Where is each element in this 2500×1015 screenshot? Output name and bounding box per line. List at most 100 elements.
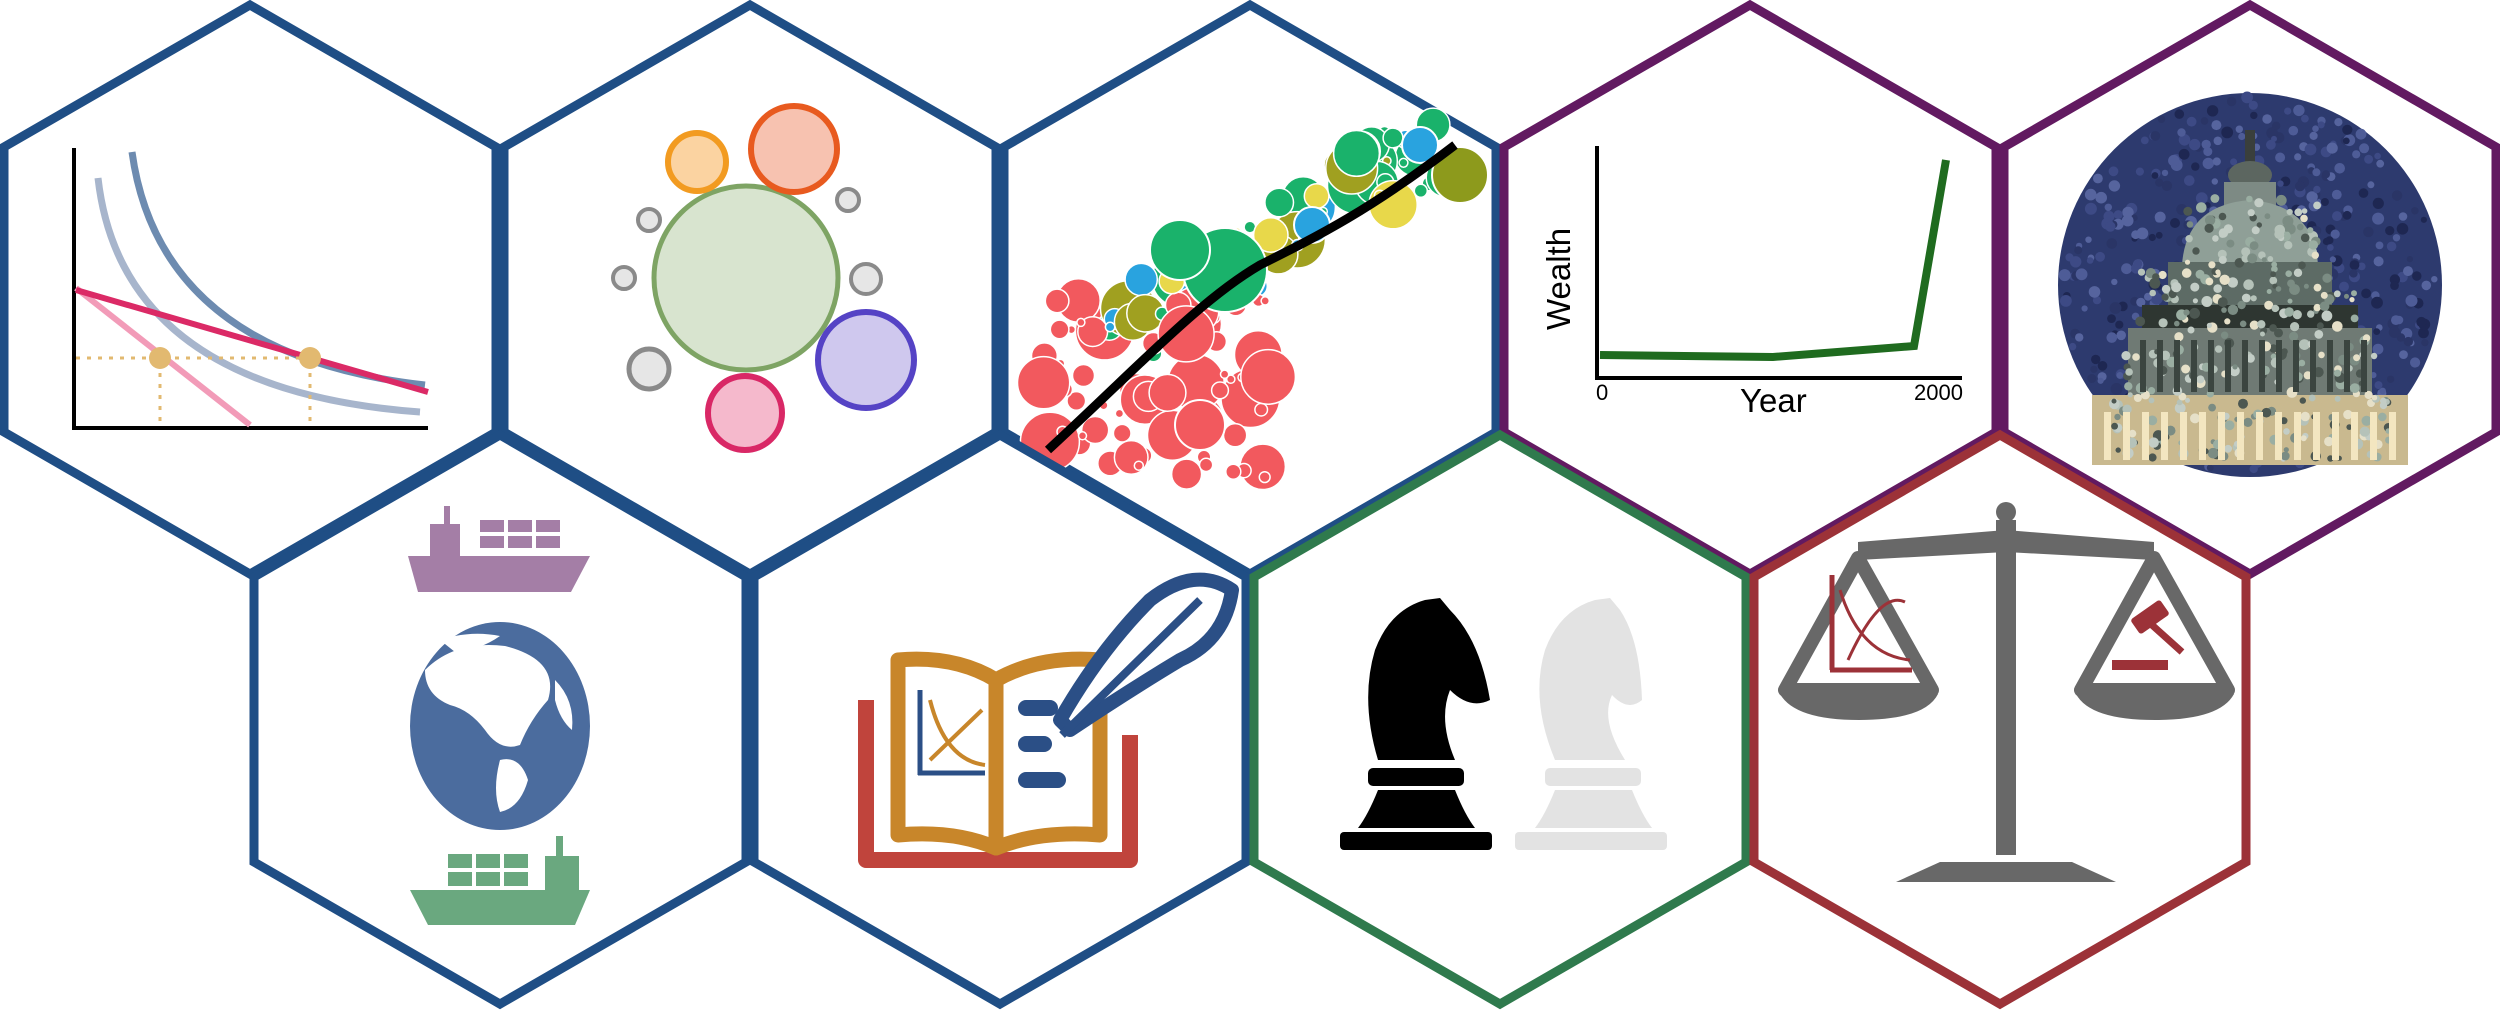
- dome-dot: [2174, 332, 2184, 342]
- scatter-dot: [1303, 183, 1330, 210]
- sky-dot: [2161, 169, 2169, 177]
- sky-dot: [2376, 159, 2385, 168]
- sky-dot: [2122, 206, 2134, 219]
- dome-dot: [2378, 412, 2387, 422]
- dome-dot: [2133, 394, 2142, 402]
- sky-dot: [2148, 233, 2156, 242]
- dome-dot: [2300, 411, 2310, 422]
- sky-dot: [2312, 168, 2321, 177]
- dome-dot: [2314, 330, 2324, 339]
- sky-dot: [2090, 365, 2098, 373]
- dome-dot: [2344, 293, 2349, 299]
- dome-dot: [2264, 213, 2271, 220]
- dome-dot: [2300, 233, 2310, 243]
- sky-dot: [2301, 114, 2309, 123]
- sky-dot: [2161, 180, 2173, 191]
- dome-dot: [2214, 345, 2223, 353]
- dome-dot: [2190, 413, 2200, 424]
- dome-column: [2104, 412, 2111, 460]
- dome-column: [2259, 340, 2265, 392]
- dome-columns: [2104, 340, 2396, 460]
- sky-dot: [2342, 124, 2353, 135]
- sky-dot: [2151, 172, 2159, 179]
- sky-dot: [2186, 116, 2197, 127]
- dome-dot: [2210, 194, 2220, 203]
- sky-dot: [2109, 302, 2122, 314]
- scatter-dot: [1157, 305, 1215, 363]
- dome-dot: [2333, 369, 2342, 377]
- scatter-dot: [1113, 439, 1149, 475]
- sky-dot: [2398, 212, 2408, 221]
- sky-dot: [2331, 189, 2342, 200]
- sky-dot: [2411, 207, 2419, 215]
- sky-dot: [2373, 328, 2381, 335]
- dome-dot: [2208, 403, 2217, 412]
- sky-dot: [2085, 236, 2092, 243]
- sky-dot: [2154, 211, 2166, 223]
- dome-dot: [2243, 417, 2253, 427]
- scatter-dot: [1382, 127, 1404, 149]
- dome-dot: [2350, 314, 2359, 323]
- dome-dot: [2283, 447, 2289, 453]
- sky-dot: [2107, 314, 2116, 323]
- sky-dot: [2358, 188, 2369, 198]
- dome-dot: [2293, 268, 2303, 277]
- dome-dot: [2201, 296, 2213, 307]
- sky-dot: [2359, 143, 2370, 154]
- dome-dot: [2280, 451, 2290, 461]
- sky-dot: [2060, 295, 2072, 307]
- dome-dot: [2275, 194, 2287, 206]
- sky-dot: [2075, 268, 2088, 281]
- sky-dot: [2284, 107, 2292, 115]
- dome-dot: [2258, 251, 2266, 259]
- sky-dot: [2087, 374, 2097, 383]
- sky-dot: [2075, 333, 2084, 342]
- dome-dot: [2256, 222, 2262, 228]
- dome-column: [2123, 412, 2130, 460]
- sky-dot: [2390, 281, 2399, 290]
- dome-dot: [2303, 371, 2312, 380]
- dome-dot: [2227, 277, 2238, 288]
- sky-dot: [2213, 136, 2223, 146]
- sky-dot: [2097, 361, 2108, 371]
- sky-dot: [2295, 181, 2305, 192]
- dome-dot: [2249, 320, 2259, 330]
- sky-dot: [2248, 100, 2258, 110]
- dome-dot: [2251, 226, 2260, 235]
- dome-dot: [2322, 273, 2332, 283]
- scatter-dot: [1080, 415, 1110, 445]
- dome-dot: [2300, 435, 2307, 442]
- dome-dot: [2362, 334, 2371, 342]
- dome-dot: [2183, 309, 2190, 316]
- dome-dot: [2324, 436, 2334, 447]
- dome-dot: [2282, 215, 2294, 227]
- dome-dot: [2241, 247, 2251, 257]
- scatter-dots: [1016, 107, 1489, 491]
- sky-dot: [2410, 357, 2421, 368]
- sky-dot: [2355, 128, 2367, 140]
- sky-dot: [2108, 166, 2119, 177]
- dome-dot: [2286, 208, 2293, 216]
- year-axis-label: Year: [1740, 382, 1807, 419]
- dome-dot: [2334, 395, 2341, 402]
- sky-dot: [2275, 152, 2286, 163]
- dome-dot: [2300, 214, 2308, 223]
- scatter-dot: [1016, 355, 1071, 410]
- sky-dot: [2329, 256, 2336, 263]
- dome-dot: [2290, 322, 2300, 332]
- scatter-dot: [1413, 183, 1429, 199]
- dome-column: [2191, 340, 2197, 392]
- sky-dot: [2357, 262, 2366, 271]
- sky-dot: [2421, 339, 2429, 347]
- scatter-dot: [1112, 423, 1132, 443]
- dome-dot: [2333, 290, 2341, 298]
- dome-column: [2294, 412, 2301, 460]
- sky-dot: [2202, 157, 2214, 170]
- dome-dot: [2301, 208, 2308, 214]
- dome-dot: [2261, 407, 2272, 418]
- hexagon-border: [1499, 0, 2001, 580]
- sky-dot: [2095, 191, 2107, 204]
- dome-dot: [2370, 352, 2378, 360]
- dome-dot: [2299, 397, 2306, 404]
- sky-dot: [2266, 127, 2278, 139]
